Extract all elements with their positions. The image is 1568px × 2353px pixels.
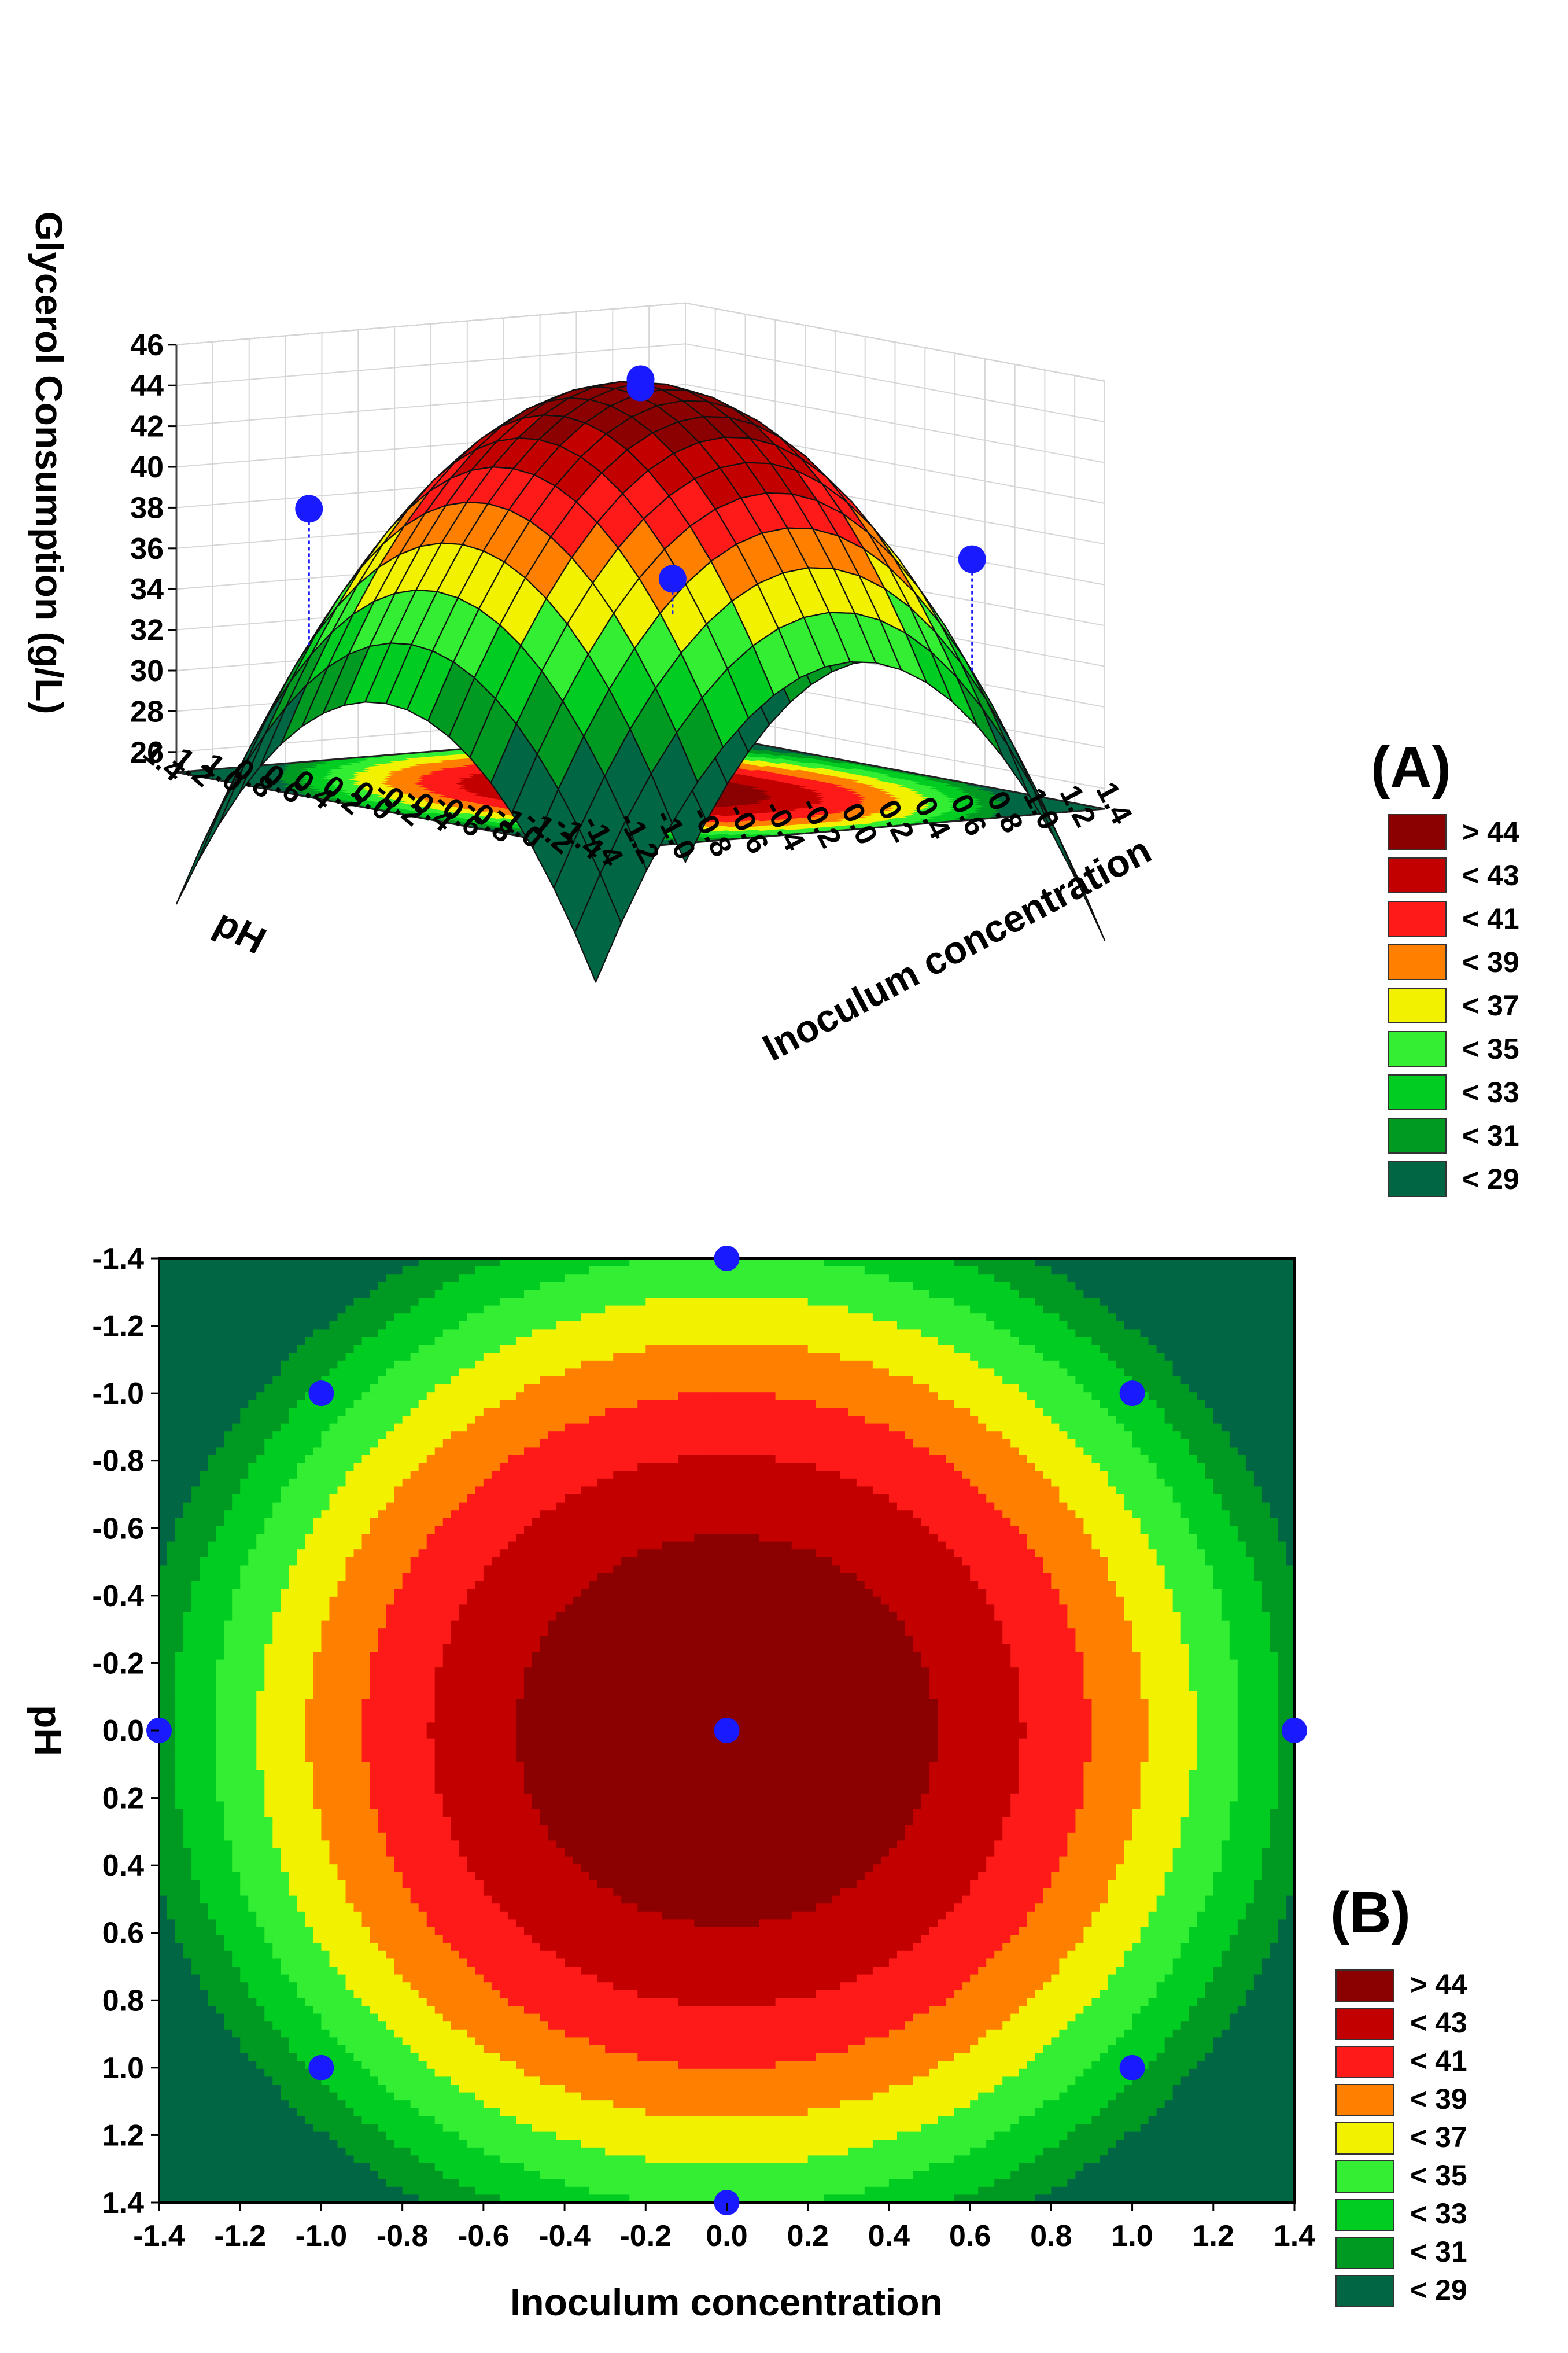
surface-plot-a: 4644424038363432302826 -1.4-1.2-1.0-0.8-… bbox=[28, 212, 1519, 1197]
